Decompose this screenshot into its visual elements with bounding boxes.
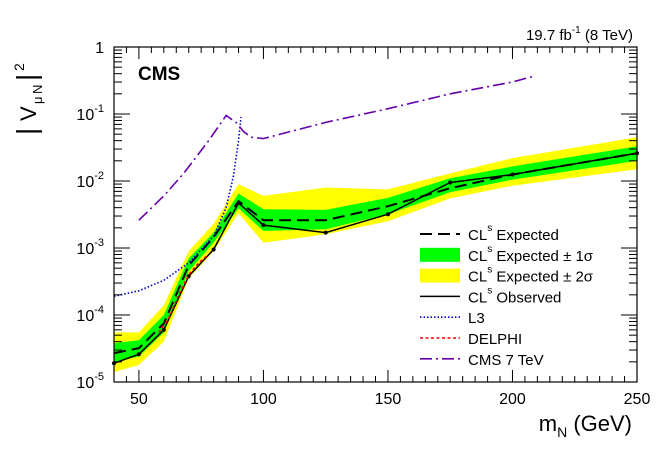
y-tick-label: 10-3 xyxy=(76,237,104,258)
x-tick-label: 250 xyxy=(624,391,651,408)
y-tick-label-exponent: -4 xyxy=(94,304,104,316)
legend-label-sup: s xyxy=(487,285,492,296)
x-axis-title-subscript: N xyxy=(557,424,567,440)
band-2sigma-layer xyxy=(114,137,637,373)
y-tick-label-exponent: -3 xyxy=(94,237,104,249)
y-tick-label: 10-2 xyxy=(76,170,104,191)
x-axis-title: mN (GeV) xyxy=(539,411,632,440)
x-tick-label: 50 xyxy=(130,391,148,408)
legend-label-rest: Observed xyxy=(492,289,561,306)
observed-point xyxy=(236,201,241,205)
observed-point xyxy=(161,327,166,332)
x-tick-label: 100 xyxy=(250,391,277,408)
y-axis-title-subscript-n: N xyxy=(30,85,45,94)
y-tick-label-exponent: -5 xyxy=(94,371,104,383)
y-tick-label-exponent: -1 xyxy=(94,103,104,115)
y-axis-title-bar-right: | xyxy=(11,74,42,81)
legend-label-l3: L3 xyxy=(468,310,485,327)
y-tick-label: 10-1 xyxy=(76,103,104,124)
y-tick-label-base: 10 xyxy=(76,308,94,325)
legend-label-observed: CLs Observed xyxy=(468,285,561,306)
luminosity-base: 19.7 fb xyxy=(526,27,572,44)
x-tick-label: 150 xyxy=(375,391,402,408)
legend-label-expected: CLs Expected xyxy=(468,223,559,244)
observed-point xyxy=(386,212,390,217)
legend-label-cms7: CMS 7 TeV xyxy=(468,352,544,369)
observed-point xyxy=(136,352,141,357)
y-axis-title: | V μ N | 2 xyxy=(11,63,45,135)
y-tick-label-base: 10 xyxy=(76,174,94,191)
luminosity-exponent: -1 xyxy=(572,25,581,36)
observed-point xyxy=(510,172,515,177)
legend-label-delphi: DELPHI xyxy=(468,331,522,348)
series-expected-line xyxy=(113,152,638,355)
series-delphi-line xyxy=(158,253,210,333)
observed-point xyxy=(211,247,216,252)
luminosity-label: 19.7 fb-1 (8 TeV) xyxy=(526,25,633,44)
legend-label-sup: s xyxy=(487,265,492,276)
legend-label-main: L3 xyxy=(468,310,485,327)
y-axis-title-bar-left: | xyxy=(11,128,42,135)
limit-lines-layer xyxy=(112,75,639,366)
legend-label-main: CMS 7 TeV xyxy=(468,352,544,369)
legend-label-main: CL xyxy=(468,227,487,244)
x-axis-title-unit: (GeV) xyxy=(567,411,632,436)
y-axis-title-superscript: 2 xyxy=(11,63,27,71)
y-tick-label: 10-4 xyxy=(76,304,104,325)
legend-label-sup: s xyxy=(487,223,492,234)
series-observed-line xyxy=(113,152,638,365)
observed-point xyxy=(261,223,266,228)
observed-point xyxy=(323,230,328,235)
y-tick-label-base: 10 xyxy=(76,375,94,392)
legend-label-main: CL xyxy=(468,269,487,286)
band-1sigma-layer xyxy=(114,146,637,362)
legend-label-main: CL xyxy=(468,289,487,306)
y-axis-title-subscript-mu: μ xyxy=(30,97,45,105)
band-2sigma xyxy=(114,137,637,373)
series-cms7-line xyxy=(138,75,536,221)
y-axis-title-symbol: V xyxy=(16,106,41,121)
y-tick-label-base: 10 xyxy=(76,107,94,124)
legend-label-band2: CLs Expected ± 2σ xyxy=(468,265,594,286)
legend-label-sup: s xyxy=(487,244,492,255)
x-axis-title-symbol: m xyxy=(539,411,557,436)
band-1sigma xyxy=(114,146,637,362)
y-tick-label-exponent: -2 xyxy=(94,170,104,182)
y-tick-label-base: 10 xyxy=(76,241,94,258)
y-tick-label: 10-5 xyxy=(76,371,104,392)
y-tick-label: 1 xyxy=(95,40,104,57)
legend-swatch-band2 xyxy=(420,268,460,283)
series-l3-line xyxy=(113,117,242,298)
legend-label-rest: Expected xyxy=(492,227,559,244)
cms-label: CMS xyxy=(138,64,180,85)
observed-point xyxy=(448,180,453,185)
legend-label-band1: CLs Expected ± 1σ xyxy=(468,244,594,265)
legend-label-rest: Expected ± 2σ xyxy=(492,269,594,286)
legend-swatch-band1 xyxy=(420,247,460,262)
legend-label-main: CL xyxy=(468,248,487,265)
legend-label-rest: Expected ± 1σ xyxy=(492,248,594,265)
luminosity-energy: (8 TeV) xyxy=(581,27,633,44)
legend-label-main: DELPHI xyxy=(468,331,522,348)
x-tick-label: 200 xyxy=(499,391,526,408)
